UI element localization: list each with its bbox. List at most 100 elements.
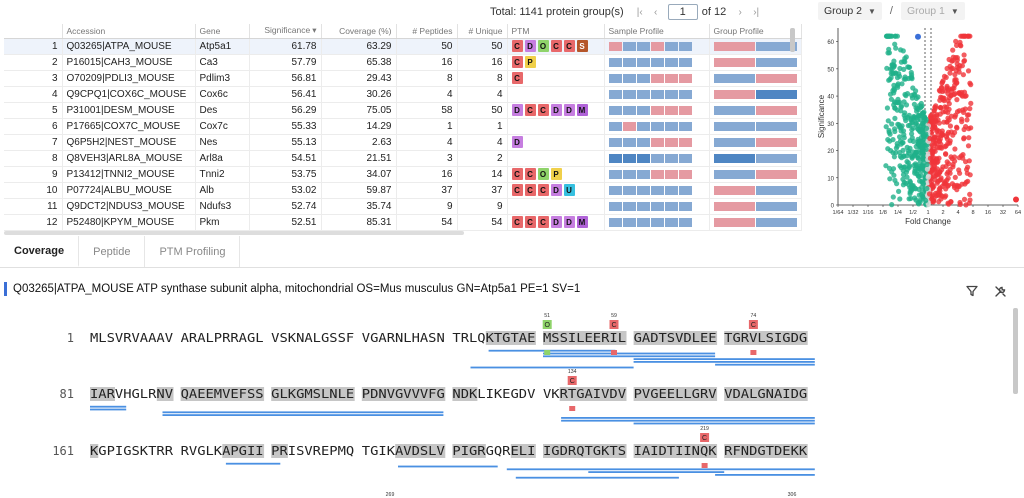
ptm-badge[interactable]: O — [537, 168, 549, 180]
volcano-point[interactable] — [895, 100, 901, 106]
volcano-point[interactable] — [891, 154, 897, 160]
ptm-badge[interactable]: P — [550, 168, 562, 180]
volcano-point[interactable] — [931, 138, 937, 144]
column-header-accession[interactable]: Accession — [62, 24, 196, 39]
volcano-point[interactable] — [897, 196, 903, 202]
volcano-point[interactable] — [917, 178, 923, 184]
volcano-point[interactable] — [926, 191, 933, 197]
volcano-point[interactable] — [956, 69, 962, 75]
column-header-coverage[interactable]: Coverage (%) — [321, 24, 397, 39]
ptm-badge[interactable]: C — [511, 168, 523, 180]
volcano-point[interactable] — [894, 82, 900, 88]
volcano-point[interactable] — [890, 194, 896, 200]
volcano-point[interactable] — [909, 95, 915, 101]
volcano-point[interactable] — [913, 121, 919, 127]
sequence-block[interactable]: VGARNLHASN — [362, 330, 445, 345]
peptide-bar[interactable] — [588, 471, 725, 473]
volcano-point[interactable] — [900, 48, 906, 54]
volcano-point[interactable] — [960, 155, 966, 161]
volcano-point[interactable] — [919, 110, 925, 116]
volcano-point[interactable] — [924, 185, 930, 192]
sequence-block[interactable]: TRLQKTGTAE — [452, 330, 535, 345]
peptide-bar[interactable] — [506, 468, 815, 471]
table-row[interactable]: 12 P52480|KPYM_MOUSE Pkm 52.51 85.31 54 54 C C C D… — [4, 214, 802, 231]
volcano-point[interactable] — [889, 202, 895, 208]
volcano-point[interactable] — [943, 74, 949, 80]
volcano-point[interactable] — [910, 138, 917, 144]
column-header-ptm[interactable]: PTM — [507, 24, 605, 39]
volcano-point[interactable] — [886, 33, 892, 39]
volcano-point[interactable] — [883, 124, 889, 130]
column-header-gene[interactable]: Gene — [195, 24, 250, 39]
volcano-point[interactable] — [893, 70, 899, 76]
volcano-point[interactable] — [883, 163, 889, 169]
volcano-point[interactable] — [919, 138, 925, 144]
volcano-point[interactable] — [957, 199, 963, 206]
sequence-block[interactable]: QAEEMVEFSS — [181, 386, 264, 401]
volcano-point[interactable] — [935, 132, 941, 138]
volcano-point[interactable] — [952, 72, 958, 78]
volcano-point[interactable] — [938, 85, 945, 91]
volcano-point[interactable] — [916, 192, 922, 198]
volcano-point[interactable] — [924, 166, 930, 172]
ptm-site-badge[interactable] — [609, 320, 619, 329]
volcano-point[interactable] — [960, 109, 967, 115]
ptm-badge[interactable]: D — [563, 216, 575, 228]
volcano-point[interactable] — [943, 181, 949, 187]
group-a-dropdown[interactable]: Group 2 ▼ — [818, 2, 882, 20]
volcano-point[interactable] — [914, 117, 921, 123]
volcano-point[interactable] — [920, 114, 927, 120]
volcano-point[interactable] — [912, 195, 918, 201]
volcano-point[interactable] — [897, 134, 903, 140]
volcano-point[interactable] — [929, 150, 936, 157]
volcano-point[interactable] — [960, 72, 966, 78]
volcano-point[interactable] — [924, 161, 930, 167]
volcano-point[interactable] — [954, 97, 960, 103]
volcano-point[interactable] — [936, 120, 942, 126]
volcano-point[interactable] — [961, 58, 968, 64]
tab-peptide[interactable]: Peptide — [79, 236, 146, 267]
volcano-point[interactable] — [892, 33, 899, 39]
volcano-point[interactable] — [909, 131, 915, 137]
volcano-point[interactable] — [885, 137, 891, 143]
volcano-point[interactable] — [954, 109, 961, 115]
peptide-bar[interactable] — [543, 355, 716, 358]
volcano-point[interactable] — [937, 105, 943, 111]
volcano-point[interactable] — [966, 33, 972, 39]
sequence-block[interactable]: PIGRGQRELI — [452, 443, 535, 458]
sequence-block[interactable]: MLSVRVAAAV — [90, 330, 174, 345]
volcano-point[interactable] — [966, 135, 972, 141]
sequence-block[interactable]: KGPIGSKTRR — [90, 443, 174, 458]
sequence-block[interactable]: PRISVREPMQ — [271, 443, 354, 458]
volcano-point[interactable] — [952, 91, 958, 97]
ptm-badge[interactable]: M — [576, 216, 588, 228]
volcano-point[interactable] — [899, 155, 905, 161]
volcano-point[interactable] — [950, 164, 956, 170]
peptide-bar[interactable] — [470, 366, 634, 369]
volcano-point[interactable] — [915, 113, 922, 119]
volcano-point[interactable] — [939, 79, 946, 85]
volcano-point[interactable] — [937, 111, 943, 117]
volcano-point[interactable] — [939, 130, 945, 137]
volcano-point[interactable] — [887, 131, 893, 137]
peptide-bar[interactable] — [515, 476, 679, 479]
volcano-point[interactable] — [906, 196, 912, 202]
volcano-point[interactable] — [923, 146, 929, 152]
volcano-point[interactable] — [889, 62, 895, 68]
volcano-point[interactable] — [907, 189, 913, 195]
volcano-point[interactable] — [957, 91, 963, 97]
volcano-point[interactable] — [946, 161, 952, 167]
table-row[interactable]: 9 P13412|TNNI2_MOUSE Tnni2 53.75 34.07 16 14 C C… — [4, 166, 802, 183]
volcano-point[interactable] — [946, 56, 952, 63]
volcano-point[interactable] — [954, 55, 960, 61]
volcano-point[interactable] — [937, 169, 943, 175]
volcano-point[interactable] — [920, 166, 926, 172]
sequence-block[interactable]: VKRTGAIVDV — [543, 386, 627, 401]
ptm-badge[interactable]: D — [550, 216, 562, 228]
peptide-bar[interactable] — [543, 352, 716, 355]
ptm-badge[interactable]: M — [576, 104, 588, 116]
volcano-point[interactable] — [887, 176, 893, 182]
volcano-point[interactable] — [943, 143, 949, 149]
column-header--peptides[interactable]: # Peptides — [396, 24, 458, 39]
peptide-bar[interactable] — [633, 361, 815, 363]
